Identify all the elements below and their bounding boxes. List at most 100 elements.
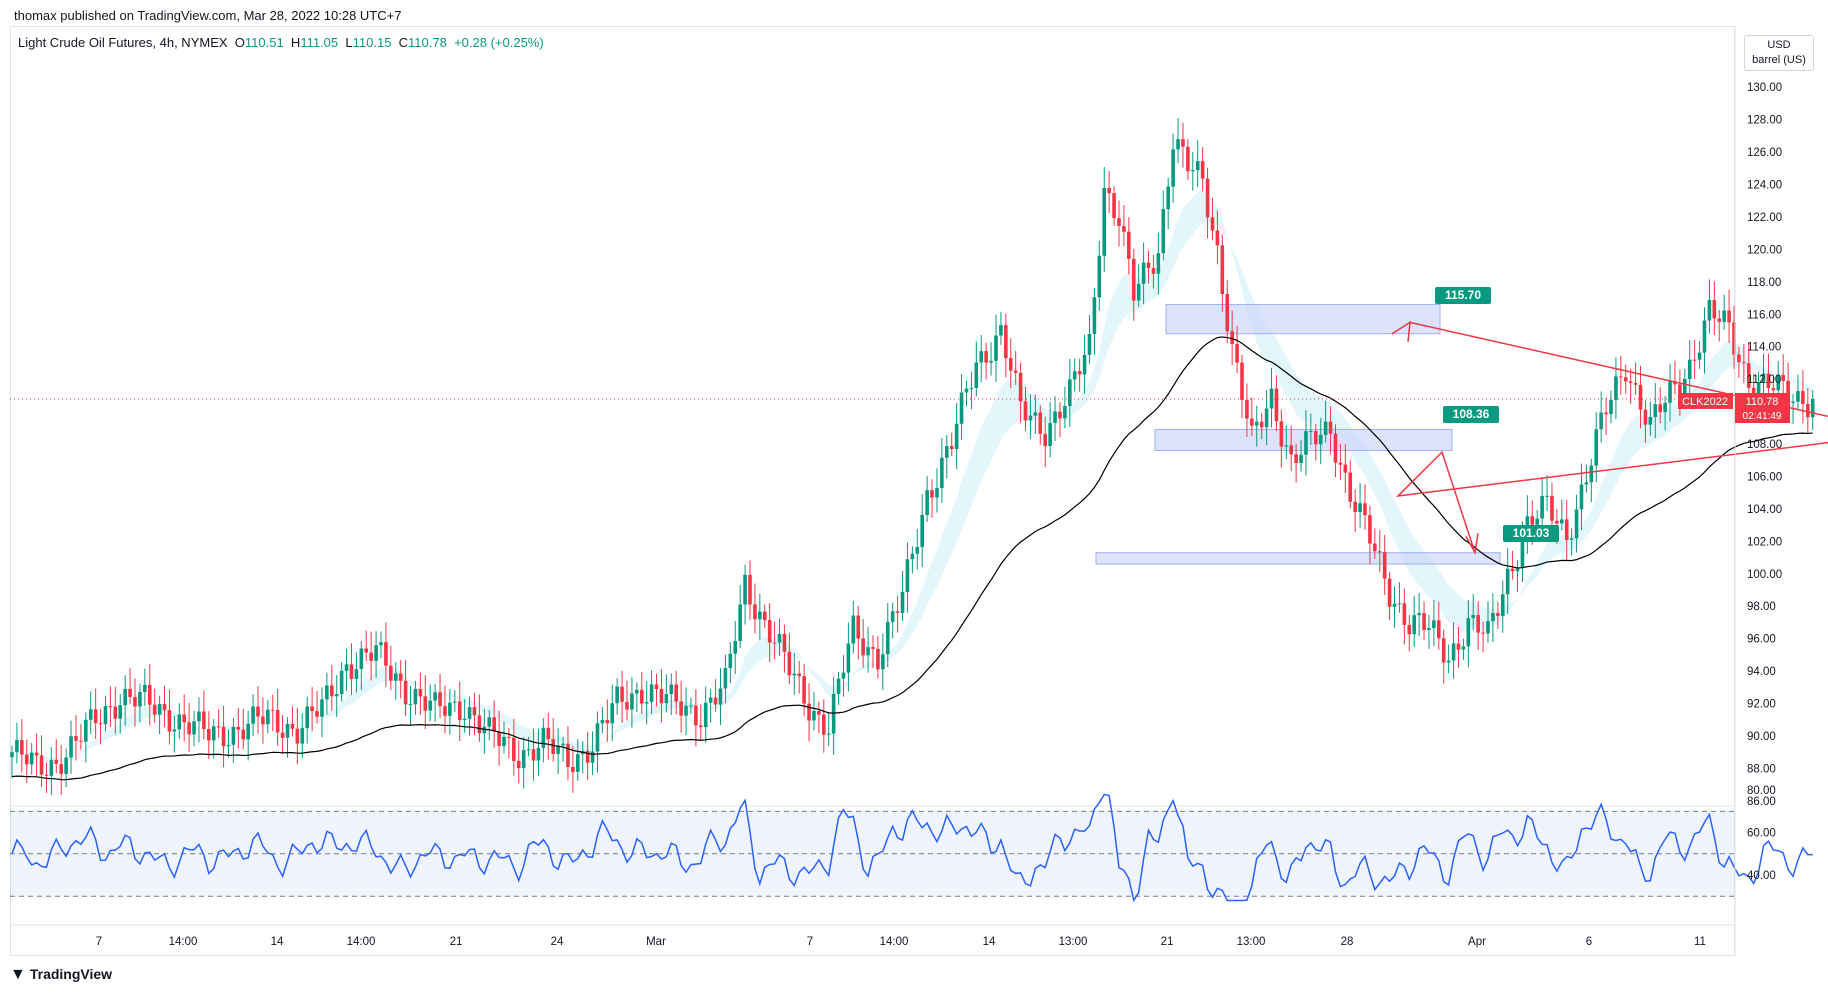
candle-body xyxy=(74,736,78,741)
candle-body xyxy=(1471,615,1476,619)
candle-body xyxy=(974,362,979,388)
rsi-tick-label: 80.00 xyxy=(1747,785,1776,797)
candle-body xyxy=(49,759,54,776)
candle-body xyxy=(334,694,339,697)
candle xyxy=(1505,547,1510,614)
candle-body xyxy=(1191,170,1195,172)
candle-body xyxy=(684,705,688,716)
candle-body xyxy=(1761,373,1766,383)
candle-body xyxy=(925,490,929,515)
candle xyxy=(285,717,290,758)
price-badge-box xyxy=(1735,393,1790,423)
candle xyxy=(792,653,797,695)
candle xyxy=(1092,287,1097,355)
candle-body xyxy=(1215,230,1220,246)
price-tick-label: 104.00 xyxy=(1747,504,1782,516)
candle-body xyxy=(605,719,610,724)
candle-body xyxy=(1269,388,1274,409)
candle-body xyxy=(128,688,132,697)
candle-body xyxy=(59,763,63,774)
time-tick-label: 14:00 xyxy=(880,936,909,948)
candle xyxy=(1579,463,1584,531)
candle xyxy=(354,652,359,693)
candle xyxy=(1127,217,1131,275)
time-tick-label: 14:00 xyxy=(169,936,198,948)
candle xyxy=(1328,406,1333,455)
tradingview-footer[interactable]: ▼ TradingView xyxy=(10,966,112,984)
candle-body xyxy=(1043,433,1047,447)
candle xyxy=(344,648,349,691)
candle xyxy=(187,702,191,752)
candle-body xyxy=(1053,411,1057,424)
price-axis: 130.00 128.00 126.00 124.00 122.00 120.00 118.… xyxy=(1734,26,1782,956)
candle-body xyxy=(349,664,354,679)
candle xyxy=(1343,444,1348,493)
candle xyxy=(635,682,639,713)
candle xyxy=(1323,400,1328,443)
price-tick-label: 118.00 xyxy=(1747,277,1781,289)
candle-body xyxy=(1304,431,1308,455)
candle-body xyxy=(364,648,369,653)
candle-body xyxy=(275,710,280,733)
candle xyxy=(861,619,865,668)
candle xyxy=(876,635,880,679)
time-tick-label: 24 xyxy=(551,936,564,948)
candle xyxy=(266,700,270,734)
candle xyxy=(585,731,590,780)
candle xyxy=(138,683,142,723)
candle-body xyxy=(1692,359,1697,361)
candle xyxy=(364,630,369,662)
candle xyxy=(1737,346,1741,378)
candle xyxy=(1604,397,1608,436)
candle xyxy=(1279,409,1284,468)
candle xyxy=(521,737,526,789)
candle xyxy=(866,626,870,673)
candle-body xyxy=(1338,462,1343,465)
candle xyxy=(758,593,762,640)
candle xyxy=(984,342,988,380)
candle xyxy=(418,672,423,715)
candle xyxy=(1131,248,1136,321)
candle xyxy=(964,380,969,407)
candle xyxy=(1348,460,1353,509)
candle xyxy=(1560,499,1564,531)
candle xyxy=(34,733,39,777)
ema-cloud xyxy=(12,190,1813,763)
candle-body xyxy=(393,673,398,681)
candle-body xyxy=(1560,519,1564,524)
candle-body xyxy=(777,633,782,643)
candle-body xyxy=(1028,415,1033,421)
candle xyxy=(1619,355,1623,395)
candle xyxy=(822,699,826,753)
candle xyxy=(1220,234,1225,312)
candle-body xyxy=(699,725,703,728)
candle-body xyxy=(807,703,811,721)
candle xyxy=(1707,279,1712,334)
candle-body xyxy=(438,692,442,707)
footer-brand: TradingView xyxy=(29,966,113,982)
candle-body xyxy=(831,693,836,734)
candle xyxy=(615,677,619,715)
candle-body xyxy=(999,325,1003,336)
candle xyxy=(1417,592,1421,637)
candle xyxy=(339,662,344,702)
candle xyxy=(103,695,108,732)
candle-body xyxy=(261,716,265,725)
candle xyxy=(802,663,806,716)
publisher-note: thomax published on TradingView.com, Mar… xyxy=(14,8,402,23)
zone-label: 101.03 xyxy=(1503,525,1559,542)
candle xyxy=(1333,424,1338,478)
candle-body xyxy=(871,647,875,649)
candle-body xyxy=(689,705,693,707)
price-tick-label: 94.00 xyxy=(1747,666,1776,678)
candle-body xyxy=(748,574,752,605)
currency-unit-selector[interactable]: USD barrel (US) xyxy=(1744,35,1814,71)
candle xyxy=(787,632,792,685)
candle-body xyxy=(526,749,531,751)
candle xyxy=(1614,357,1618,420)
candle xyxy=(694,689,698,747)
candle-body xyxy=(1068,379,1072,406)
candle xyxy=(851,600,856,654)
candle-body xyxy=(1678,384,1682,395)
